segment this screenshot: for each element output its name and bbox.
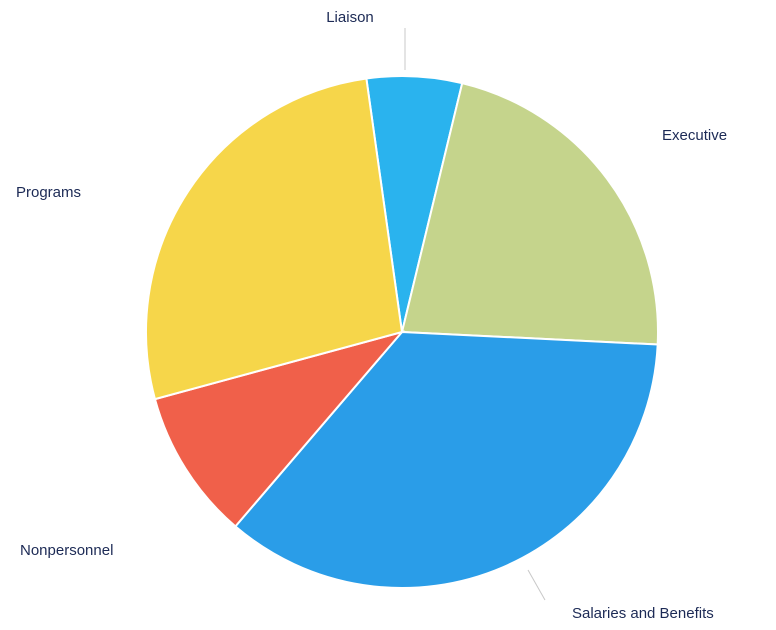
pie-slice-programs (145, 77, 404, 401)
leader-lines (404, 28, 546, 601)
slice-labels: Liaison Executive Salaries and Benefits Non… (16, 9, 727, 622)
slice-label-salaries-and-benefits: Salaries and Benefits (572, 605, 714, 622)
slice-label-nonpersonnel: Nonpersonnel (20, 542, 113, 559)
pie-slice-salaries-and-benefits (233, 330, 659, 589)
pie-slice-executive (400, 81, 659, 346)
slice-label-programs: Programs (16, 184, 81, 201)
pie-slices (145, 75, 659, 589)
leader-line-salaries-and-benefits (527, 569, 546, 601)
slice-label-liaison: Liaison (326, 9, 374, 26)
pie-slice-nonpersonnel (153, 330, 405, 528)
slice-label-executive: Executive (662, 127, 727, 144)
